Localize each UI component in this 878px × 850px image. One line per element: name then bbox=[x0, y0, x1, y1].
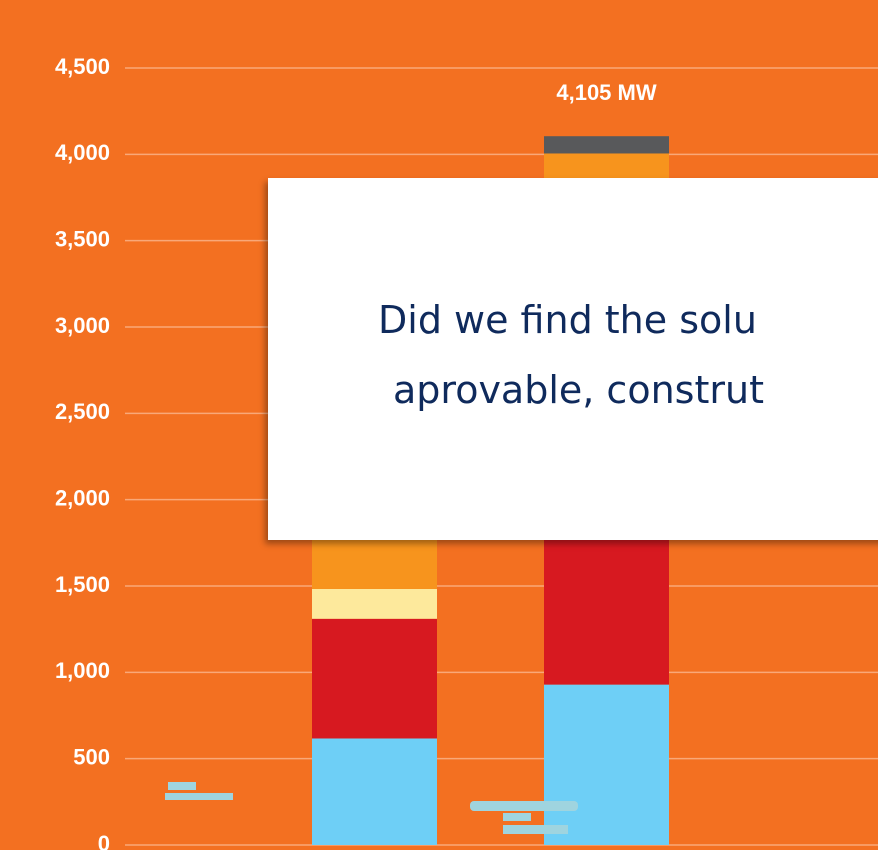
y-tick-label: 0 bbox=[98, 831, 110, 850]
y-tick-label: 500 bbox=[73, 744, 110, 769]
bar-segment bbox=[312, 588, 437, 619]
icon bbox=[503, 813, 531, 821]
y-tick-label: 4,000 bbox=[55, 140, 110, 165]
icon bbox=[470, 801, 578, 811]
bar-segment bbox=[544, 136, 669, 154]
bar-segment bbox=[312, 738, 437, 845]
y-tick-label: 2,500 bbox=[55, 399, 110, 424]
y-tick-label: 3,000 bbox=[55, 313, 110, 338]
y-tick-label: 1,500 bbox=[55, 572, 110, 597]
icon bbox=[503, 825, 568, 834]
y-tick-label: 1,000 bbox=[55, 658, 110, 683]
icon bbox=[168, 782, 196, 790]
y-tick-label: 4,500 bbox=[55, 54, 110, 79]
overlay-box: Did we find the solu aprovable, construt bbox=[268, 178, 878, 540]
icon bbox=[165, 793, 233, 800]
overlay-text: Did we find the solu bbox=[378, 298, 757, 342]
decor bbox=[165, 782, 578, 834]
y-tick-label: 2,000 bbox=[55, 485, 110, 510]
overlay-text: aprovable, construt bbox=[393, 368, 764, 412]
bar-segment bbox=[312, 618, 437, 739]
total-label: 4,105 MW bbox=[556, 80, 656, 105]
y-tick-label: 3,500 bbox=[55, 226, 110, 251]
bar-segment bbox=[544, 684, 669, 845]
